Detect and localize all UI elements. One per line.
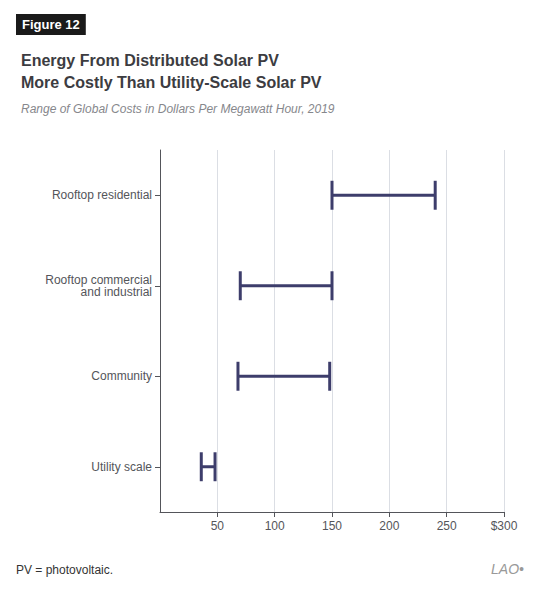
svg-text:and industrial: and industrial: [81, 285, 152, 299]
svg-text:50: 50: [211, 519, 225, 533]
svg-text:PV = photovoltaic.: PV = photovoltaic.: [16, 563, 113, 577]
svg-text:More Costly Than Utility-Scale: More Costly Than Utility-Scale Solar PV: [21, 74, 322, 91]
svg-text:Range of Global Costs in Dolla: Range of Global Costs in Dollars Per Meg…: [21, 102, 335, 116]
svg-text:Rooftop residential: Rooftop residential: [52, 188, 152, 202]
svg-text:Utility scale: Utility scale: [91, 460, 152, 474]
svg-text:LAO•: LAO•: [491, 561, 524, 577]
svg-text:$300: $300: [491, 519, 518, 533]
svg-text:Energy From Distributed Solar: Energy From Distributed Solar PV: [21, 52, 279, 69]
svg-text:100: 100: [265, 519, 285, 533]
svg-text:150: 150: [322, 519, 342, 533]
svg-text:250: 250: [437, 519, 457, 533]
svg-text:Figure 12: Figure 12: [22, 17, 80, 32]
svg-text:Rooftop commercial: Rooftop commercial: [45, 272, 152, 287]
svg-text:Community: Community: [91, 369, 152, 383]
svg-text:200: 200: [379, 519, 399, 533]
